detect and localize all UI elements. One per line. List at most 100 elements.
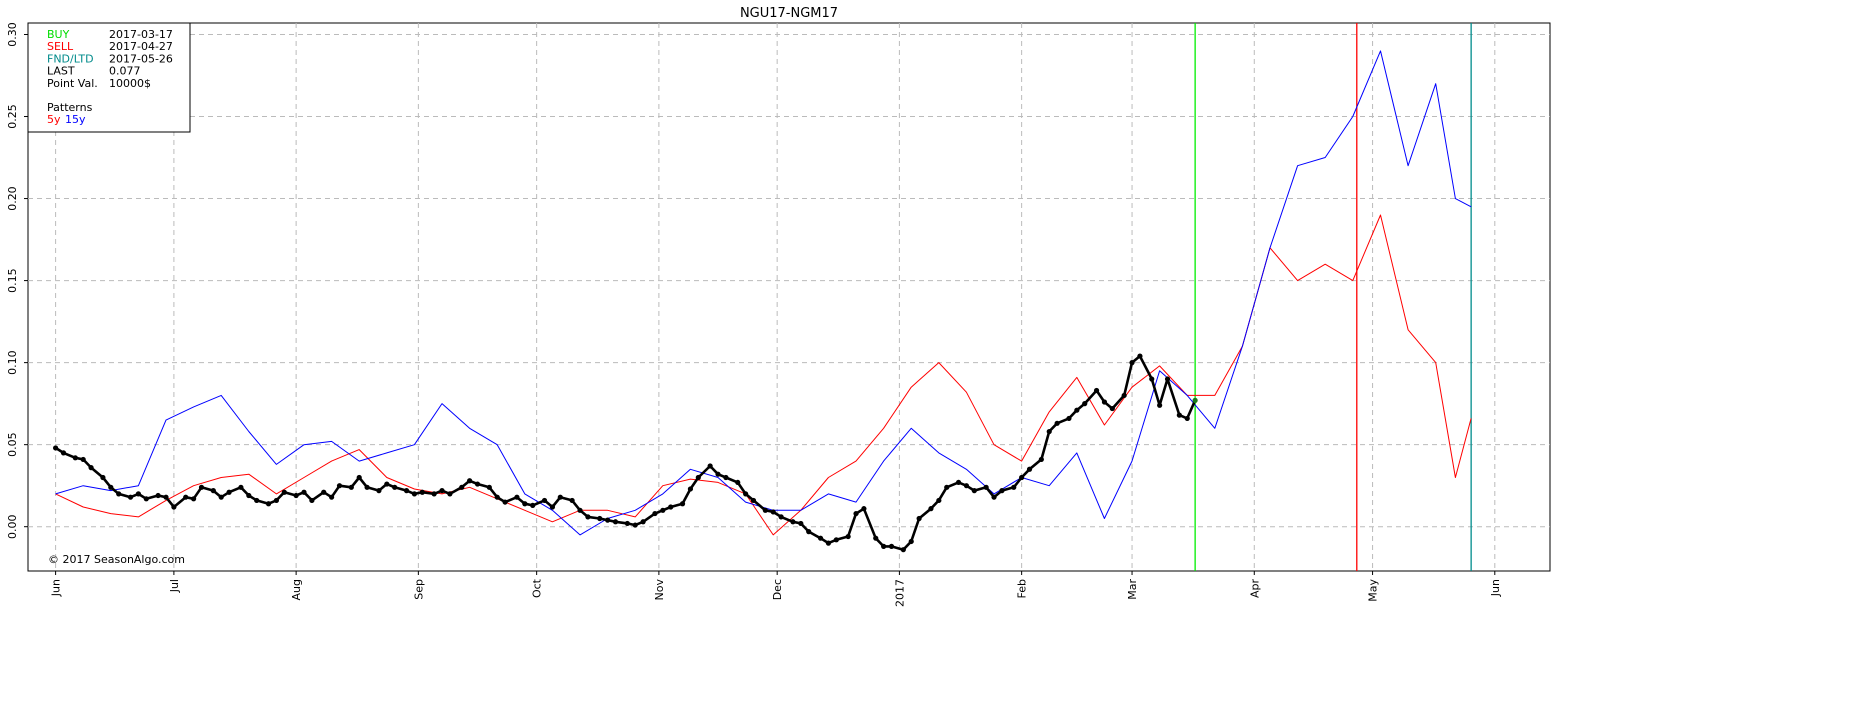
data-point [210,488,216,494]
legend-label: FND/LTD [47,52,94,65]
data-point [447,491,453,497]
x-tick-label: Jun [50,579,63,597]
data-point [254,497,260,504]
data-point [707,463,713,469]
data-point [226,489,232,495]
data-point [750,497,757,504]
data-point [845,533,851,540]
data-point [916,515,922,522]
data-point [715,471,721,477]
data-point [1046,428,1052,435]
legend-box [27,22,191,133]
data-point [1054,420,1060,426]
data-point [419,489,425,495]
data-point [640,519,646,525]
data-point [486,484,492,490]
data-point [790,519,796,525]
y-tick-label: 0.25 [6,104,19,129]
data-point [439,488,445,494]
data-point [348,484,354,490]
copyright-text: © 2017 SeasonAlgo.com [48,553,185,566]
data-point [597,515,603,522]
data-point [116,491,122,497]
data-point [459,484,465,490]
data-point [1192,397,1198,403]
data-point [585,514,591,520]
x-tick-label: Dec [771,579,784,600]
data-point [1109,405,1115,412]
legend-patterns-label: Patterns [47,101,93,114]
data-point [971,488,977,494]
data-point [577,507,583,513]
data-point [191,496,197,502]
data-point [679,501,686,507]
y-tick-label: 0.15 [6,268,19,293]
data-point [467,478,473,484]
data-point [1184,415,1190,422]
legend-value: 2017-03-17 [109,28,173,41]
data-point [356,474,362,481]
data-point [474,481,481,487]
data-point [557,494,563,500]
y-tick-label: 0.10 [6,350,19,375]
y-tick-label: 0.00 [6,514,19,539]
data-point [127,494,134,500]
data-point [514,494,520,500]
data-point [908,538,914,545]
x-tick-label: Feb [1016,579,1029,598]
x-tick-label: Mar [1126,579,1139,600]
data-point [605,517,611,523]
data-point [778,514,784,520]
data-point [384,481,390,487]
legend-value: 10000$ [109,77,151,90]
data-point [1121,392,1127,399]
data-point [198,484,205,490]
data-point [999,488,1005,494]
data-point [80,456,86,463]
data-point [743,491,749,497]
data-point [569,497,575,504]
data-point [88,465,94,471]
data-point [403,488,410,494]
data-point [183,494,189,500]
data-point [1011,484,1017,490]
legend-value: 0.077 [109,65,141,78]
data-point [60,450,67,456]
data-point [1082,401,1088,407]
data-point [541,497,548,504]
data-point [652,510,658,517]
data-point [936,497,942,504]
data-point [238,484,244,490]
x-tick-label: Oct [531,578,544,598]
data-point [309,497,315,504]
data-point [873,535,879,541]
data-point [1038,456,1044,463]
x-tick-label: Aug [290,579,303,600]
data-point [660,507,666,513]
data-point [1101,399,1108,405]
data-point [135,491,142,497]
data-point [108,484,114,490]
y-tick-label: 0.30 [6,22,19,47]
data-point [928,506,934,512]
data-point [1157,402,1163,408]
legend-value: 2017-04-27 [109,40,173,53]
data-point [955,479,962,486]
legend-label: BUY [47,28,70,41]
data-point [888,543,895,549]
data-point [1164,376,1171,382]
y-tick-label: 0.05 [6,432,19,457]
data-point [163,494,169,500]
data-point [336,483,343,489]
data-point [825,540,832,546]
data-point [861,506,867,512]
legend-pattern-5y: 5y [47,113,61,126]
data-point [72,455,78,461]
chart-title: NGU17-NGM17 [740,6,838,21]
data-point [155,492,161,499]
data-point [624,520,630,527]
data-point [246,492,252,499]
plot-area [27,22,1551,572]
data-point [612,519,619,525]
